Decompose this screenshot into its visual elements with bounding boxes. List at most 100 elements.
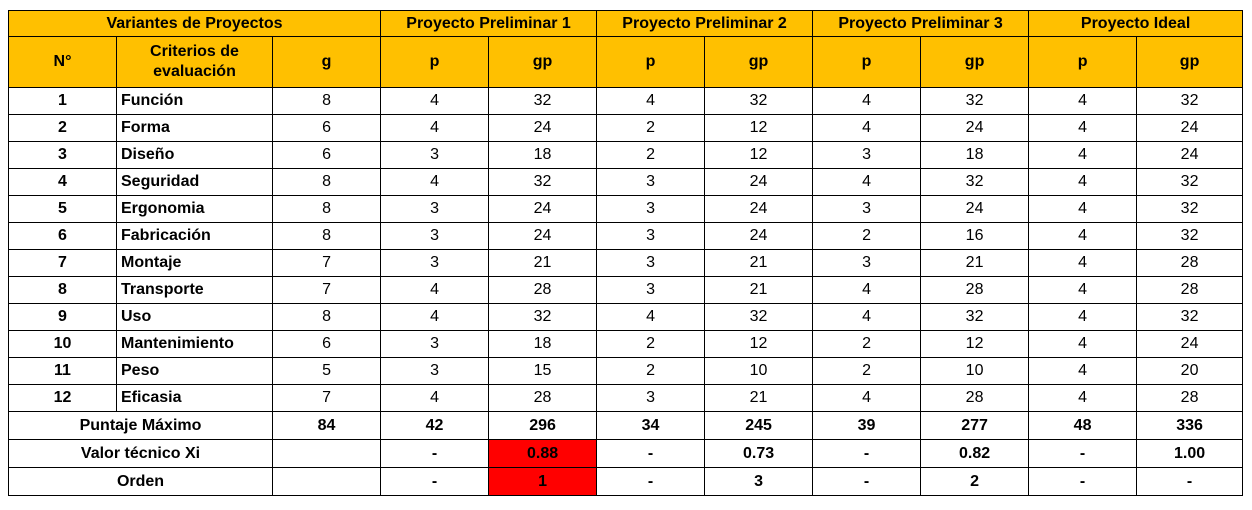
gp-header: gp bbox=[920, 36, 1030, 88]
score-p: 2 bbox=[812, 357, 922, 385]
score-gp: 24 bbox=[704, 222, 814, 250]
totals-cell: 42 bbox=[380, 411, 490, 440]
table-row: 9 Uso 8 4 32 4 32 4 32 4 32 bbox=[8, 303, 1244, 331]
score-gp: 32 bbox=[920, 87, 1030, 115]
technical-value-cell: - bbox=[1028, 439, 1138, 468]
score-p: 4 bbox=[380, 87, 490, 115]
score-p: 4 bbox=[380, 114, 490, 142]
score-gp: 32 bbox=[1136, 303, 1244, 331]
score-p: 4 bbox=[1028, 303, 1138, 331]
technical-value-cell-highlight: 0.88 bbox=[488, 439, 598, 468]
score-p: 2 bbox=[596, 357, 706, 385]
row-number: 11 bbox=[8, 357, 117, 385]
table-row: 8 Transporte 7 4 28 3 21 4 28 4 28 bbox=[8, 276, 1244, 304]
order-g bbox=[271, 467, 382, 496]
technical-value-cell: - bbox=[812, 439, 922, 468]
score-gp: 28 bbox=[920, 276, 1030, 304]
score-p: 4 bbox=[1028, 222, 1138, 250]
score-p: 4 bbox=[380, 384, 490, 412]
score-gp: 10 bbox=[704, 357, 814, 385]
row-number: 4 bbox=[8, 168, 117, 196]
order-label: Orden bbox=[8, 467, 273, 496]
score-p: 3 bbox=[380, 330, 490, 358]
totals-cell: 39 bbox=[812, 411, 922, 440]
score-p: 2 bbox=[596, 330, 706, 358]
gp-header: gp bbox=[1136, 36, 1244, 88]
score-gp: 32 bbox=[704, 87, 814, 115]
row-number: 6 bbox=[8, 222, 117, 250]
score-gp: 24 bbox=[488, 114, 598, 142]
score-gp: 32 bbox=[488, 303, 598, 331]
score-gp: 24 bbox=[1136, 141, 1244, 169]
header-row-columns: N° Criterios de evaluación g p gp p gp p… bbox=[8, 36, 1244, 88]
table-row: 7 Montaje 7 3 21 3 21 3 21 4 28 bbox=[8, 249, 1244, 277]
score-p: 4 bbox=[1028, 195, 1138, 223]
score-gp: 28 bbox=[920, 384, 1030, 412]
totals-label: Puntaje Máximo bbox=[8, 411, 273, 440]
score-gp: 21 bbox=[704, 276, 814, 304]
score-gp: 21 bbox=[704, 384, 814, 412]
weight-g: 8 bbox=[271, 195, 382, 223]
score-gp: 15 bbox=[488, 357, 598, 385]
score-p: 2 bbox=[812, 330, 922, 358]
score-gp: 28 bbox=[488, 384, 598, 412]
gp-header: gp bbox=[704, 36, 814, 88]
score-gp: 21 bbox=[704, 249, 814, 277]
criterion-name: Uso bbox=[116, 303, 273, 331]
score-p: 4 bbox=[812, 384, 922, 412]
weight-g: 5 bbox=[271, 357, 382, 385]
technical-value-cell: 0.82 bbox=[920, 439, 1030, 468]
technical-value-cell: - bbox=[380, 439, 490, 468]
score-gp: 32 bbox=[920, 303, 1030, 331]
table-row: 5 Ergonomia 8 3 24 3 24 3 24 4 32 bbox=[8, 195, 1244, 223]
score-gp: 28 bbox=[1136, 249, 1244, 277]
order-cell: - bbox=[1136, 467, 1244, 496]
score-gp: 24 bbox=[1136, 330, 1244, 358]
score-gp: 12 bbox=[704, 141, 814, 169]
score-gp: 28 bbox=[1136, 384, 1244, 412]
score-gp: 16 bbox=[920, 222, 1030, 250]
score-gp: 24 bbox=[920, 195, 1030, 223]
row-number: 8 bbox=[8, 276, 117, 304]
score-gp: 32 bbox=[488, 87, 598, 115]
score-p: 4 bbox=[1028, 330, 1138, 358]
score-gp: 24 bbox=[488, 222, 598, 250]
table-row: 3 Diseño 6 3 18 2 12 3 18 4 24 bbox=[8, 141, 1244, 169]
score-p: 4 bbox=[812, 87, 922, 115]
score-p: 4 bbox=[596, 303, 706, 331]
technical-value-cell: 0.73 bbox=[704, 439, 814, 468]
weight-g: 6 bbox=[271, 141, 382, 169]
score-p: 4 bbox=[1028, 249, 1138, 277]
score-p: 4 bbox=[1028, 141, 1138, 169]
score-gp: 12 bbox=[704, 114, 814, 142]
score-p: 4 bbox=[812, 303, 922, 331]
score-gp: 21 bbox=[920, 249, 1030, 277]
table-body: 1 Función 8 4 32 4 32 4 32 4 32 2 Forma 6 4 24 2 12 4 24 4 24… bbox=[8, 87, 1244, 412]
order-cell: 3 bbox=[704, 467, 814, 496]
score-p: 4 bbox=[1028, 384, 1138, 412]
score-gp: 18 bbox=[920, 141, 1030, 169]
criterion-name: Ergonomia bbox=[116, 195, 273, 223]
criterion-name: Diseño bbox=[116, 141, 273, 169]
table-row: 4 Seguridad 8 4 32 3 24 4 32 4 32 bbox=[8, 168, 1244, 196]
score-gp: 32 bbox=[488, 168, 598, 196]
score-p: 3 bbox=[380, 249, 490, 277]
criterion-name: Transporte bbox=[116, 276, 273, 304]
table-row: 11 Peso 5 3 15 2 10 2 10 4 20 bbox=[8, 357, 1244, 385]
score-p: 2 bbox=[596, 141, 706, 169]
score-p: 3 bbox=[812, 195, 922, 223]
score-gp: 32 bbox=[1136, 195, 1244, 223]
row-number: 1 bbox=[8, 87, 117, 115]
score-p: 3 bbox=[380, 222, 490, 250]
score-gp: 24 bbox=[920, 114, 1030, 142]
num-header: N° bbox=[8, 36, 117, 88]
score-gp: 32 bbox=[920, 168, 1030, 196]
weight-g: 6 bbox=[271, 114, 382, 142]
weight-g: 7 bbox=[271, 276, 382, 304]
totals-cell: 277 bbox=[920, 411, 1030, 440]
score-gp: 20 bbox=[1136, 357, 1244, 385]
score-p: 4 bbox=[812, 114, 922, 142]
row-number: 5 bbox=[8, 195, 117, 223]
row-number: 2 bbox=[8, 114, 117, 142]
score-p: 4 bbox=[1028, 87, 1138, 115]
